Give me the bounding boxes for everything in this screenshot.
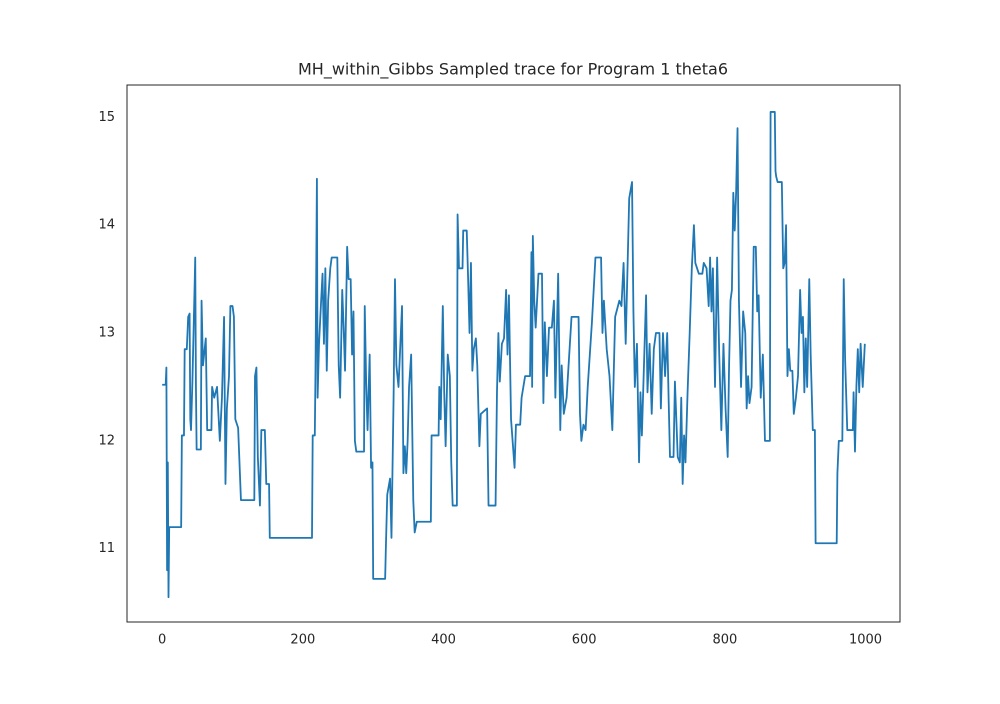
x-tick-label: 1000 <box>849 633 882 648</box>
trace-line <box>162 111 866 599</box>
chart-title: MH_within_Gibbs Sampled trace for Progra… <box>298 60 728 80</box>
y-tick-label: 11 <box>98 541 115 556</box>
x-tick-label: 400 <box>431 633 456 648</box>
y-tick-label: 12 <box>98 433 115 448</box>
plot-frame <box>126 84 901 623</box>
x-tick-label: 600 <box>572 633 597 648</box>
x-tick-label: 0 <box>158 633 166 648</box>
x-tick-label: 200 <box>290 633 315 648</box>
y-tick-label: 14 <box>98 218 115 233</box>
x-tick-label: 800 <box>712 633 737 648</box>
y-tick-label: 15 <box>98 110 115 125</box>
y-tick-label: 13 <box>98 326 115 341</box>
